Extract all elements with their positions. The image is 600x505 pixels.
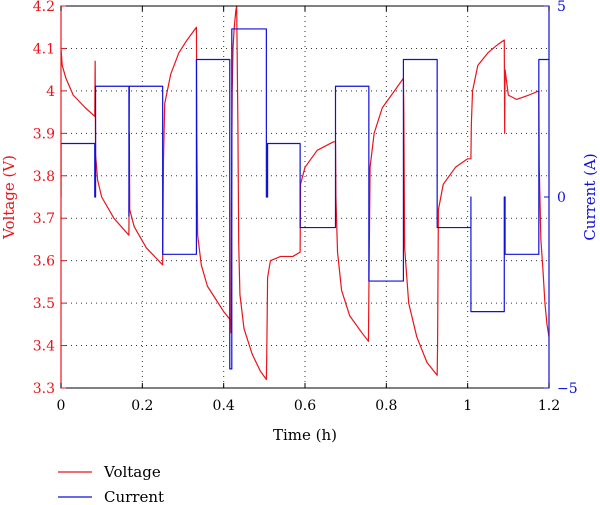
x-tick-label: 1.2 bbox=[538, 398, 560, 414]
y-right-tick-label: −5 bbox=[557, 381, 578, 397]
y-left-tick-label: 4.2 bbox=[33, 0, 55, 15]
legend-current-label: Current bbox=[104, 488, 164, 505]
series-layer bbox=[61, 5, 549, 381]
x-tick-label: 0.6 bbox=[294, 398, 316, 414]
legend: Voltage Current bbox=[58, 463, 164, 505]
y-left-tick-label: 3.6 bbox=[33, 254, 55, 270]
series-line-current bbox=[61, 28, 549, 370]
grid bbox=[61, 6, 549, 388]
x-tick-label: 0 bbox=[57, 398, 66, 414]
y-left-tick-label: 4 bbox=[46, 84, 55, 100]
y-left-tick-label: 3.7 bbox=[33, 211, 55, 227]
ticks bbox=[60, 5, 550, 389]
x-tick-label: 0.4 bbox=[213, 398, 235, 414]
x-tick-label: 0.8 bbox=[375, 398, 397, 414]
series-line-voltage bbox=[61, 5, 549, 381]
y-left-tick-label: 3.5 bbox=[33, 296, 55, 312]
legend-voltage-label: Voltage bbox=[103, 463, 161, 481]
y-left-axis-title: Voltage (V) bbox=[0, 155, 18, 240]
y-right-axis-title: Current (A) bbox=[581, 153, 599, 240]
y-right-tick-label: 0 bbox=[557, 190, 566, 206]
y-left-tick-label: 3.3 bbox=[33, 381, 55, 397]
y-left-tick-label: 3.4 bbox=[33, 339, 55, 355]
x-tick-label: 0.2 bbox=[131, 398, 153, 414]
y-left-tick-label: 4.1 bbox=[33, 41, 55, 57]
tick-labels: 0 0.2 0.4 0.6 0.8 1 1.2 3.3 3.4 3.5 3.6 3.7 3.8 3.9 4 4… bbox=[33, 0, 578, 414]
y-left-tick-label: 3.9 bbox=[33, 126, 55, 142]
x-axis-title: Time (h) bbox=[273, 426, 337, 444]
y-left-tick-label: 3.8 bbox=[33, 169, 55, 185]
x-tick-label: 1 bbox=[463, 398, 472, 414]
y-right-tick-label: 5 bbox=[557, 0, 566, 15]
